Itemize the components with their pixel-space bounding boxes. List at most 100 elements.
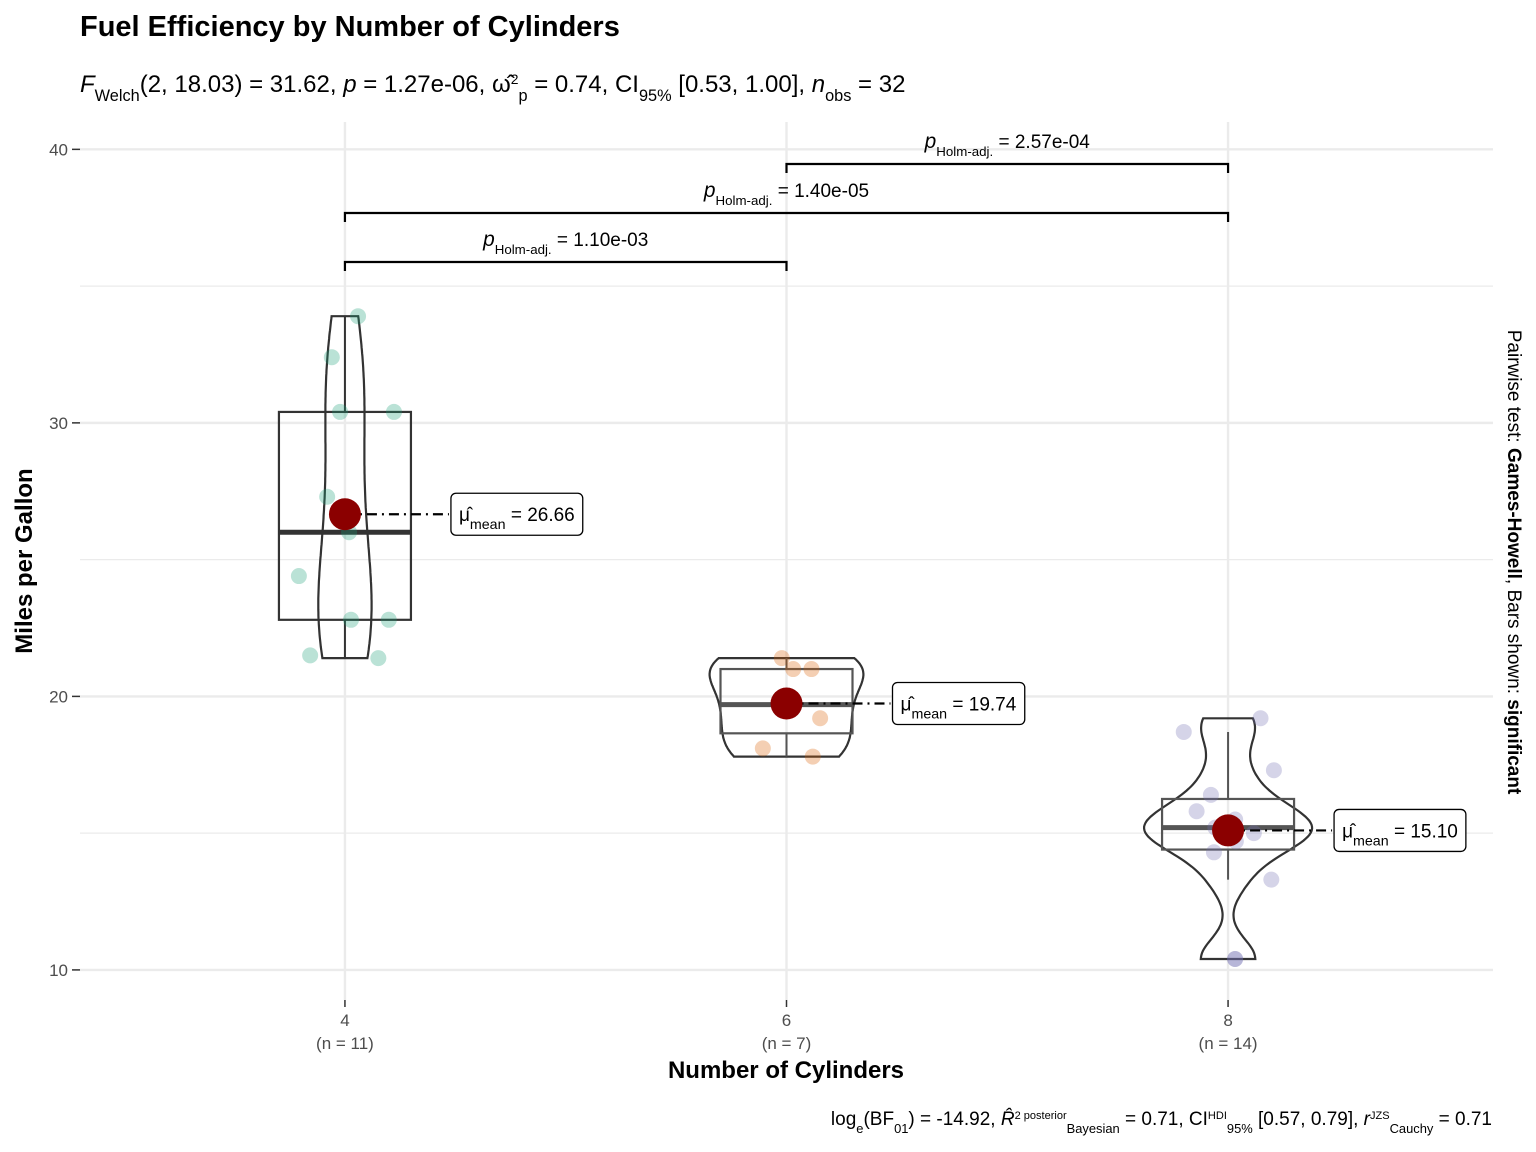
mean-subscript: mean (1353, 833, 1389, 849)
text-segment: (2, 18.03) = 31.62, (140, 71, 343, 98)
text-segment: p (342, 71, 356, 98)
text-segment: e (856, 1121, 863, 1136)
text-segment: (BF (863, 1109, 894, 1130)
p-subscript: Holm-adj. (936, 144, 993, 159)
point (804, 748, 821, 765)
x-axis-title: Number of Cylinders (668, 1057, 904, 1084)
text-segment: Games-Howell (1503, 448, 1524, 579)
text-segment: 2 (511, 71, 519, 87)
p-subscript: Holm-adj. (495, 242, 552, 257)
side-note: Pairwise test: Games-Howell, Bars shown:… (1503, 330, 1524, 795)
p-value: 1.10e-03 (573, 230, 648, 251)
mean-label: μ̂mean = 19.74 (891, 681, 1026, 726)
mean-label-text: μ̂mean = 26.66 (459, 505, 575, 533)
text-segment: 2 posterior (1015, 1110, 1067, 1122)
x-tick-label: 6 (782, 1011, 791, 1030)
text-segment: 01 (894, 1121, 908, 1136)
mean-point (1212, 814, 1245, 847)
point (385, 403, 402, 420)
subtitle: FWelch(2, 18.03) = 31.62, p = 1.27e-06, … (80, 71, 905, 105)
point (370, 650, 387, 667)
p-symbol: p (482, 228, 495, 251)
caption: loge(BF01) = -14.92, R̂2 posteriorBayesi… (831, 1108, 1492, 1136)
bracket (785, 162, 1230, 173)
text-segment: significant (1503, 699, 1524, 795)
y-tick-label: 40 (49, 140, 68, 159)
text-segment: log (831, 1109, 856, 1130)
text-segment: JZS (1370, 1110, 1390, 1122)
x-tick-label: 4 (340, 1011, 349, 1030)
text-segment: ) = -14.92, (908, 1109, 1000, 1130)
text-segment: obs (825, 87, 851, 105)
mean-label-text: μ̂mean = 19.74 (901, 695, 1017, 723)
mean-label-box (891, 681, 1026, 726)
point (785, 661, 802, 678)
y-tick-label: 20 (49, 687, 68, 706)
mean-subscript: mean (470, 517, 506, 533)
y-tick-label: 30 (49, 414, 68, 433)
text-segment: n (812, 71, 825, 98)
text-segment: R̂ (1001, 1108, 1015, 1130)
p-value: 2.57e-04 (1015, 132, 1090, 153)
box (719, 667, 854, 735)
point (1252, 710, 1269, 727)
p-equals: = (552, 230, 574, 251)
p-equals: = (772, 181, 794, 202)
point (1227, 950, 1244, 967)
point (803, 661, 820, 678)
text-segment: = 32 (851, 71, 905, 98)
text-segment: Pairwise test: (1503, 330, 1524, 448)
point (323, 349, 340, 366)
text-segment: [0.57, 0.79], (1253, 1109, 1364, 1130)
point (754, 740, 771, 757)
text-segment: p (518, 87, 527, 105)
point (290, 568, 307, 585)
point (1202, 786, 1219, 803)
x-count-label: (n = 7) (762, 1034, 812, 1053)
point (342, 611, 359, 628)
bracket (343, 211, 1230, 222)
text-segment: F (80, 71, 96, 98)
point (319, 488, 336, 505)
x-count-label: (n = 14) (1199, 1034, 1258, 1053)
text-segment: , Bars shown: (1503, 579, 1524, 699)
point (1265, 762, 1282, 779)
text-segment: 95% (1227, 1121, 1253, 1136)
bracket (343, 260, 788, 271)
mean-label-box (1333, 808, 1467, 853)
violin (317, 315, 373, 660)
text-segment: 95% (639, 87, 672, 105)
mean-subscript: mean (911, 707, 947, 723)
mean-equals: = (947, 695, 969, 716)
text-segment: ω̂ (492, 71, 515, 98)
point (1205, 844, 1222, 861)
pairwise-label: pHolm-adj. = 1.10e-03 (482, 228, 648, 257)
p-symbol: p (703, 179, 716, 202)
violin (1143, 717, 1314, 961)
point (1226, 950, 1243, 967)
pairwise-label: pHolm-adj. = 1.40e-05 (703, 179, 869, 208)
point (302, 647, 319, 664)
text-segment: = 0.71, CI (1120, 1109, 1208, 1130)
point (812, 710, 829, 727)
text-segment: = 0.71 (1433, 1109, 1492, 1130)
point (1175, 723, 1192, 740)
p-equals: = (993, 132, 1015, 153)
pairwise-label: pHolm-adj. = 2.57e-04 (924, 130, 1091, 159)
text-segment: [0.53, 1.00], (672, 71, 812, 98)
point (332, 403, 349, 420)
y-tick-label: 10 (49, 961, 68, 980)
text-segment: Cauchy (1390, 1121, 1434, 1136)
chart-title: Fuel Efficiency by Number of Cylinders (80, 11, 620, 43)
box (277, 410, 413, 621)
point (350, 308, 367, 325)
mean-value: 26.66 (527, 505, 575, 526)
box (1160, 797, 1296, 851)
p-subscript: Holm-adj. (716, 193, 773, 208)
x-count-label: (n = 11) (316, 1034, 374, 1053)
point (1263, 871, 1280, 888)
point (1245, 825, 1262, 842)
mean-label: μ̂mean = 26.66 (450, 492, 584, 536)
text-segment: Bayesian (1067, 1121, 1120, 1136)
